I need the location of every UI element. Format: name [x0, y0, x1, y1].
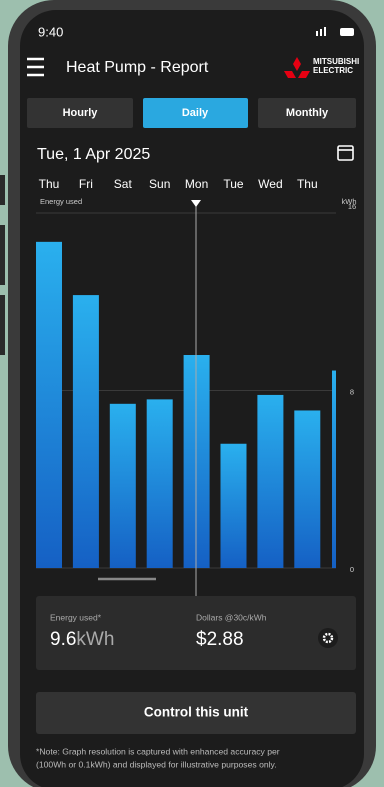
summary-panel	[36, 596, 356, 670]
brand-text: MITSUBISHI	[313, 57, 359, 66]
brand-logo	[284, 57, 310, 78]
control-button[interactable]	[36, 692, 356, 734]
bar	[183, 355, 210, 568]
note: *Note: Graph resolution is captured with…	[36, 746, 280, 756]
tab-label: Monthly	[286, 107, 329, 119]
bar	[294, 410, 321, 568]
x-tick-label: Sun	[149, 177, 170, 191]
x-tick-label: Fri	[79, 177, 93, 191]
y-tick-label: 0	[350, 565, 354, 574]
bar	[220, 443, 247, 568]
control-button-label: Control this unit	[144, 705, 249, 720]
plot-area	[36, 241, 336, 568]
tab-label: Hourly	[63, 107, 99, 119]
tab-label: Daily	[182, 107, 209, 119]
header-title: Heat Pump - Report	[66, 59, 209, 76]
energy-number: 9.6	[50, 629, 76, 650]
side-button	[0, 225, 5, 285]
side-button	[0, 175, 5, 205]
x-tick-label: Tue	[223, 177, 244, 191]
bar	[257, 394, 284, 568]
date: Tue, 1 Apr 2025	[37, 146, 150, 163]
cost-value: $2.88	[196, 629, 244, 650]
calendar-icon[interactable]	[337, 145, 354, 161]
bar	[36, 241, 62, 568]
chart: 0 8 16 Thu Fri Sat Sun Mon Tue Wed Thu	[36, 177, 356, 574]
settings-icon	[322, 632, 334, 644]
bar	[146, 399, 173, 568]
bar	[72, 295, 99, 568]
tab-active[interactable]	[143, 98, 248, 128]
tab-bar: Hourly Daily Monthly	[27, 98, 356, 128]
cost-label: Dollars @30c/kWh	[196, 612, 267, 622]
x-tick-label: Sat	[114, 177, 133, 191]
unit-label: kWh	[342, 197, 357, 206]
selection-marker	[191, 200, 201, 207]
x-tick-label: Mon	[185, 177, 208, 191]
y-tick-label: 8	[350, 387, 354, 396]
y-tick-label: 16	[348, 202, 356, 211]
y-axis-label: Energy used	[40, 197, 82, 206]
tab[interactable]	[27, 98, 133, 128]
bar	[332, 370, 336, 568]
side-button	[0, 295, 5, 355]
x-tick-label: Thu	[297, 177, 318, 191]
brand-text: ELECTRIC	[313, 66, 353, 75]
x-tick-label: Thu	[39, 177, 60, 191]
menu-icon[interactable]	[27, 57, 44, 77]
energy-value: 9.6kWh	[50, 629, 114, 650]
status-icons	[316, 27, 354, 36]
energy-label: Energy used*	[50, 612, 102, 622]
energy-unit: kWh	[76, 629, 114, 650]
x-tick-label: Wed	[258, 177, 282, 191]
tab[interactable]	[258, 98, 356, 128]
status-time: 9:40	[38, 24, 63, 39]
bar	[109, 403, 136, 568]
note: (100Wh or 0.1kWh) and displayed for illu…	[36, 759, 277, 769]
settings-button[interactable]	[318, 628, 338, 648]
